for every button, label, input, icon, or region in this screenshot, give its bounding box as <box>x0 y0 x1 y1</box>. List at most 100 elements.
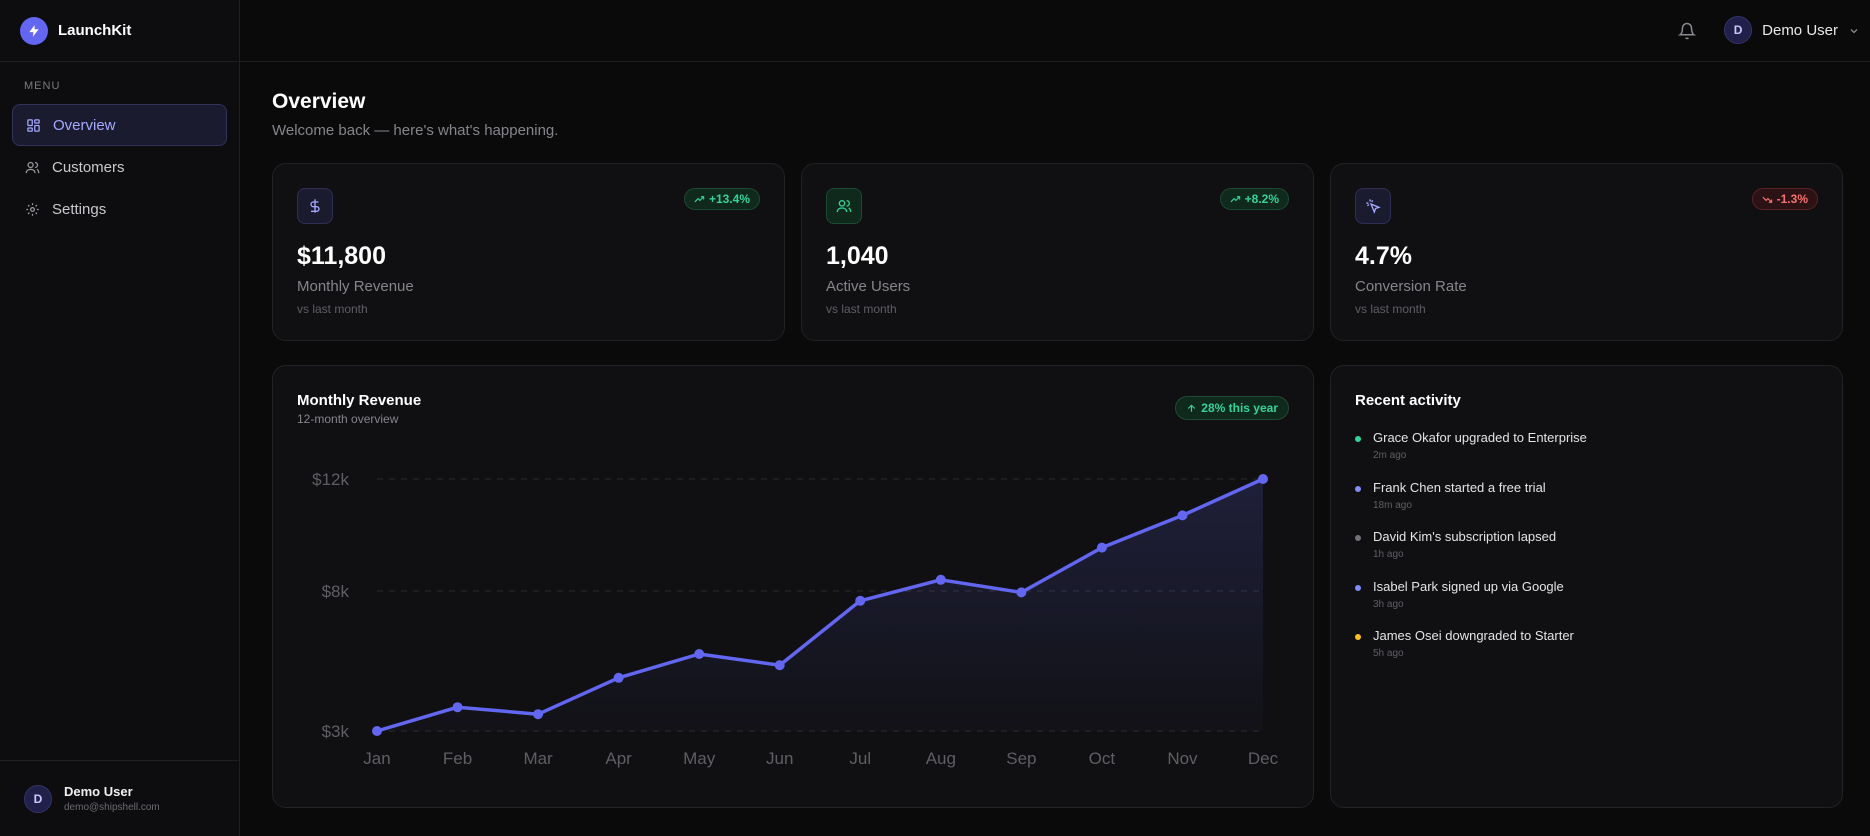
data-point <box>774 660 785 671</box>
badge-label: +13.4% <box>708 192 750 206</box>
status-dot <box>1355 535 1361 541</box>
page-subtitle: Welcome back — here's what's happening. <box>272 122 559 139</box>
bell-icon[interactable] <box>1677 22 1697 40</box>
activity-text: Frank Chen started a free trial <box>1373 479 1546 495</box>
revenue-chart: $3k $8k $12k Jan Feb Mar Apr May Jun Jul Aug Sep Oct… <box>312 470 1278 768</box>
x-tick-label: Nov <box>1167 749 1198 768</box>
sidebar-item-customers[interactable]: Customers <box>12 146 227 188</box>
data-point <box>452 702 463 713</box>
stat-value: $11,800 <box>297 242 386 270</box>
grid-icon <box>25 117 41 133</box>
avatar: D <box>24 784 52 813</box>
chart-title: Monthly Revenue <box>297 392 422 409</box>
activity-time: 1h ago <box>1373 549 1404 560</box>
stat-note: vs last month <box>826 302 897 316</box>
trending-down-icon <box>1762 196 1772 203</box>
page-title: Overview <box>272 90 366 113</box>
brand[interactable]: LaunchKit <box>0 0 239 62</box>
stat-label: Monthly Revenue <box>297 278 414 295</box>
activity-text: David Kim's subscription lapsed <box>1373 529 1557 544</box>
sidebar-item-settings[interactable]: Settings <box>12 188 227 230</box>
activity-time: 2m ago <box>1373 450 1407 461</box>
users-icon <box>826 188 862 224</box>
series-line <box>376 477 1264 733</box>
x-tick-label: May <box>683 749 716 768</box>
activity-text: Isabel Park signed up via Google <box>1373 578 1564 594</box>
data-point <box>533 709 544 720</box>
y-tick-label: $12k <box>312 470 349 489</box>
activity-text: Grace Okafor upgraded to Enterprise <box>1373 430 1587 445</box>
avatar: D <box>1724 16 1753 44</box>
user-name: Demo User <box>1762 21 1838 39</box>
chart-subtitle: 12-month overview <box>297 412 399 426</box>
x-tick-label: Jan <box>363 749 390 768</box>
data-point <box>855 595 866 606</box>
data-point <box>1096 542 1107 553</box>
badge-label: +8.2% <box>1244 192 1279 206</box>
sidebar-item-overview[interactable]: Overview <box>12 104 227 146</box>
status-badge: -1.3% <box>1751 188 1818 210</box>
data-point <box>613 672 624 683</box>
brand-name: LaunchKit <box>58 22 132 39</box>
revenue-chart-card: Monthly Revenue 12-month overview 28% th… <box>272 365 1314 808</box>
activity-time: 18m ago <box>1373 499 1412 511</box>
badge-label: 28% this year <box>1201 401 1278 415</box>
badge-label: -1.3% <box>1776 192 1808 206</box>
x-tick-label: Aug <box>926 749 956 768</box>
status-dot <box>1355 436 1361 442</box>
activity-title: Recent activity <box>1355 392 1461 409</box>
x-tick-label: Sep <box>1006 749 1036 768</box>
x-tick-label: Mar <box>523 749 553 768</box>
y-tick-label: $3k <box>322 722 350 741</box>
growth-badge: 28% this year <box>1175 396 1289 420</box>
stat-label: Conversion Rate <box>1355 278 1467 295</box>
dollar-icon <box>297 188 333 224</box>
activity-time: 3h ago <box>1373 598 1404 610</box>
list-item: Frank Chen started a free trial 18m ago <box>1355 480 1818 530</box>
data-point <box>1177 510 1188 521</box>
bolt-icon <box>20 16 48 45</box>
activity-card: Recent activity Grace Okafor upgraded to… <box>1330 365 1843 808</box>
list-item: James Osei downgraded to Starter 5h ago <box>1355 628 1818 678</box>
stat-note: vs last month <box>297 302 368 316</box>
activity-time: 5h ago <box>1373 648 1404 659</box>
data-point <box>1258 474 1268 484</box>
user-menu[interactable]: D Demo User <box>1724 16 1860 44</box>
stat-card-users: +8.2% 1,040 Active Users vs last month <box>801 163 1314 341</box>
sidebar-item-label: Overview <box>53 116 116 134</box>
data-point <box>694 649 705 659</box>
stat-label: Active Users <box>826 278 911 295</box>
status-badge: +13.4% <box>683 188 760 210</box>
status-dot <box>1355 584 1361 591</box>
topbar: D Demo User <box>240 0 1870 62</box>
data-point <box>372 726 382 736</box>
sidebar-item-label: Customers <box>52 158 125 176</box>
activity-list: Grace Okafor upgraded to Enterprise 2m a… <box>1355 430 1818 678</box>
activity-text: James Osei downgraded to Starter <box>1373 628 1574 643</box>
chevron-down-icon <box>1848 24 1860 36</box>
stat-card-revenue: +13.4% $11,800 Monthly Revenue vs last m… <box>272 163 785 341</box>
list-item: David Kim's subscription lapsed 1h ago <box>1355 529 1818 579</box>
stat-value: 4.7% <box>1355 242 1412 270</box>
trending-up-icon <box>694 195 705 202</box>
list-item: Isabel Park signed up via Google 3h ago <box>1355 579 1818 629</box>
stat-value: 1,040 <box>826 242 889 270</box>
x-tick-label: Jul <box>849 749 871 768</box>
stat-card-conversion: -1.3% 4.7% Conversion Rate vs last month <box>1330 163 1843 341</box>
data-point <box>935 574 946 585</box>
x-tick-label: Apr <box>605 749 632 768</box>
x-tick-label: Jun <box>766 749 793 768</box>
x-tick-label: Feb <box>443 749 472 768</box>
data-point <box>1016 587 1027 598</box>
stat-note: vs last month <box>1355 302 1426 316</box>
status-dot <box>1355 634 1361 640</box>
sidebar-user[interactable]: D Demo User demo@shipshell.com <box>0 760 239 836</box>
sidebar: LaunchKit MENU Overview Customers Settin… <box>0 0 240 836</box>
y-tick-label: $8k <box>322 582 350 601</box>
area-fill <box>377 479 1263 731</box>
menu-label: MENU <box>24 80 61 92</box>
status-dot <box>1355 485 1361 492</box>
list-item: Grace Okafor upgraded to Enterprise 2m a… <box>1355 430 1818 480</box>
gear-icon <box>24 201 40 217</box>
user-email: demo@shipshell.com <box>64 802 160 813</box>
